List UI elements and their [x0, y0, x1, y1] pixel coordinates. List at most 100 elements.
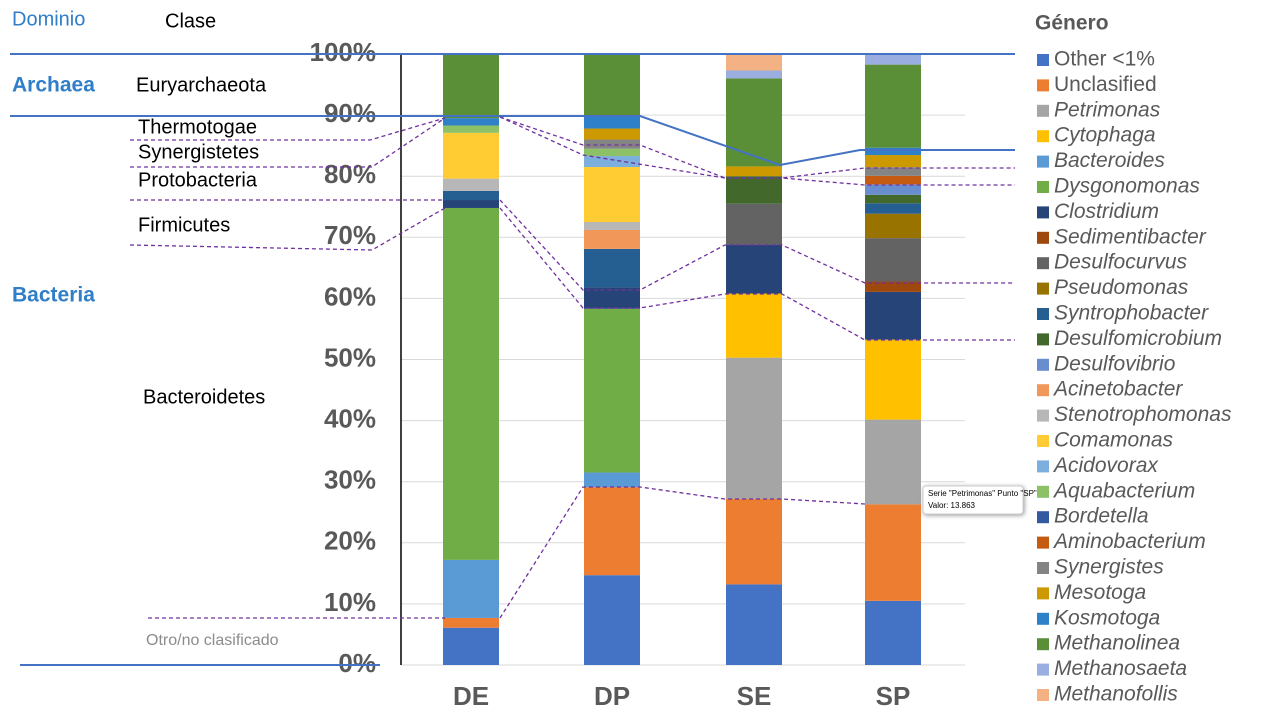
legend-label: Acinetobacter — [1052, 378, 1183, 401]
legend-marker — [1037, 460, 1049, 473]
bar-segment — [865, 419, 921, 505]
bar-segment — [584, 287, 640, 309]
bar-segment — [584, 575, 640, 665]
bar-segment — [584, 167, 640, 223]
class-line — [499, 486, 866, 619]
bar-segment — [443, 200, 499, 208]
legend-label: Dysgonomonas — [1054, 175, 1200, 198]
bar-segment — [726, 78, 782, 167]
bar-segment — [865, 147, 921, 156]
legend-marker — [1037, 689, 1049, 701]
bar-segment — [584, 128, 640, 140]
bar-segment — [443, 178, 499, 191]
bar-segment — [865, 238, 921, 282]
bars — [443, 54, 921, 665]
bar-segment — [865, 281, 921, 292]
class-line — [129, 207, 446, 251]
legend-label: Pseudomonas — [1054, 276, 1189, 299]
bar-segment — [584, 229, 640, 249]
legend-label: Stenotrophomonas — [1054, 403, 1232, 426]
x-tick-label: DE — [453, 681, 489, 711]
legend-label: Mesotoga — [1054, 581, 1146, 604]
tooltip: Serie "Petrimonas" Punto "SP" Valor: 13.… — [922, 485, 1037, 515]
legend-marker — [1037, 282, 1049, 295]
bar-segment — [443, 617, 499, 628]
x-tick-label: SE — [737, 681, 772, 711]
y-tick-label: 50% — [324, 342, 376, 372]
bar-segment — [584, 148, 640, 157]
bar-segment — [584, 308, 640, 473]
bar-segment — [726, 293, 782, 358]
legend-marker — [1037, 181, 1049, 193]
legend-marker — [1037, 79, 1049, 92]
y-tick-label: 0% — [338, 648, 376, 678]
bar-segment — [865, 600, 921, 665]
domain-line — [10, 115, 1015, 167]
annotation: Archaea — [12, 74, 95, 97]
class-line — [499, 199, 1015, 291]
legend-marker — [1037, 663, 1049, 676]
annotation: Dominio — [12, 8, 85, 30]
bar-segment — [584, 472, 640, 488]
bar-segment — [726, 244, 782, 294]
bar-segment — [584, 139, 640, 149]
bar-segment — [865, 504, 921, 601]
tooltip-value: Valor: 13.863 — [928, 501, 976, 510]
annotation: Euryarchaeota — [136, 74, 267, 96]
x-tick-label: SP — [876, 681, 911, 711]
legend-marker — [1037, 54, 1049, 66]
bar-segment — [865, 291, 921, 340]
y-tick-label: 80% — [324, 159, 376, 189]
bar-segment — [443, 54, 499, 119]
bar-segment — [726, 203, 782, 245]
legend-label: Methanofollis — [1054, 683, 1178, 706]
legend-marker — [1037, 485, 1049, 498]
legend-marker — [1037, 155, 1049, 168]
annotation: Otro/no clasificado — [146, 632, 279, 649]
bar-segment — [726, 357, 782, 499]
legend-label: Desulfovibrio — [1054, 352, 1176, 375]
bar-segment — [865, 184, 921, 195]
bar-segment — [865, 167, 921, 176]
bar-segment — [443, 190, 499, 201]
bar-segment — [584, 487, 640, 576]
legend-marker — [1037, 384, 1049, 397]
bar-segment — [443, 118, 499, 126]
bar-segment — [865, 54, 921, 65]
legend-label: Acidovorax — [1052, 454, 1159, 477]
x-tick-label: DP — [594, 681, 630, 711]
bar-segment — [443, 125, 499, 133]
bar-segment — [726, 498, 782, 585]
tooltip-box — [922, 485, 1024, 515]
legend-label: Aminobacterium — [1052, 530, 1206, 553]
legend-label: Methanolinea — [1054, 632, 1180, 655]
y-tick-label: 90% — [324, 98, 376, 128]
class-line — [130, 117, 446, 168]
bar-segment — [584, 54, 640, 116]
bar-segment — [865, 339, 921, 420]
legend-marker — [1037, 587, 1049, 600]
legend-marker — [1037, 308, 1049, 320]
class-line — [130, 117, 446, 141]
bar-segment — [726, 166, 782, 177]
legend-marker — [1037, 435, 1049, 447]
bar-segment — [726, 584, 782, 665]
legend-marker — [1037, 612, 1049, 625]
legend-label: Bordetella — [1054, 505, 1149, 528]
legend-marker — [1037, 257, 1049, 270]
legend-marker — [1037, 130, 1049, 143]
class-line — [499, 116, 1015, 179]
legend-marker — [1037, 511, 1049, 524]
legend-label: Desulfomicrobium — [1054, 327, 1222, 350]
bar-segment — [443, 559, 499, 618]
y-tick-label: 40% — [324, 403, 376, 433]
bar-segment — [865, 203, 921, 214]
y-tick-label: 60% — [324, 281, 376, 311]
legend-label: Sedimentibacter — [1054, 225, 1207, 248]
bar-segment — [443, 207, 499, 560]
legend-label: Desulfocurvus — [1054, 251, 1188, 274]
legend-marker — [1037, 104, 1049, 117]
bar-segment — [584, 156, 640, 168]
legend-label: Petrimonas — [1054, 98, 1161, 121]
